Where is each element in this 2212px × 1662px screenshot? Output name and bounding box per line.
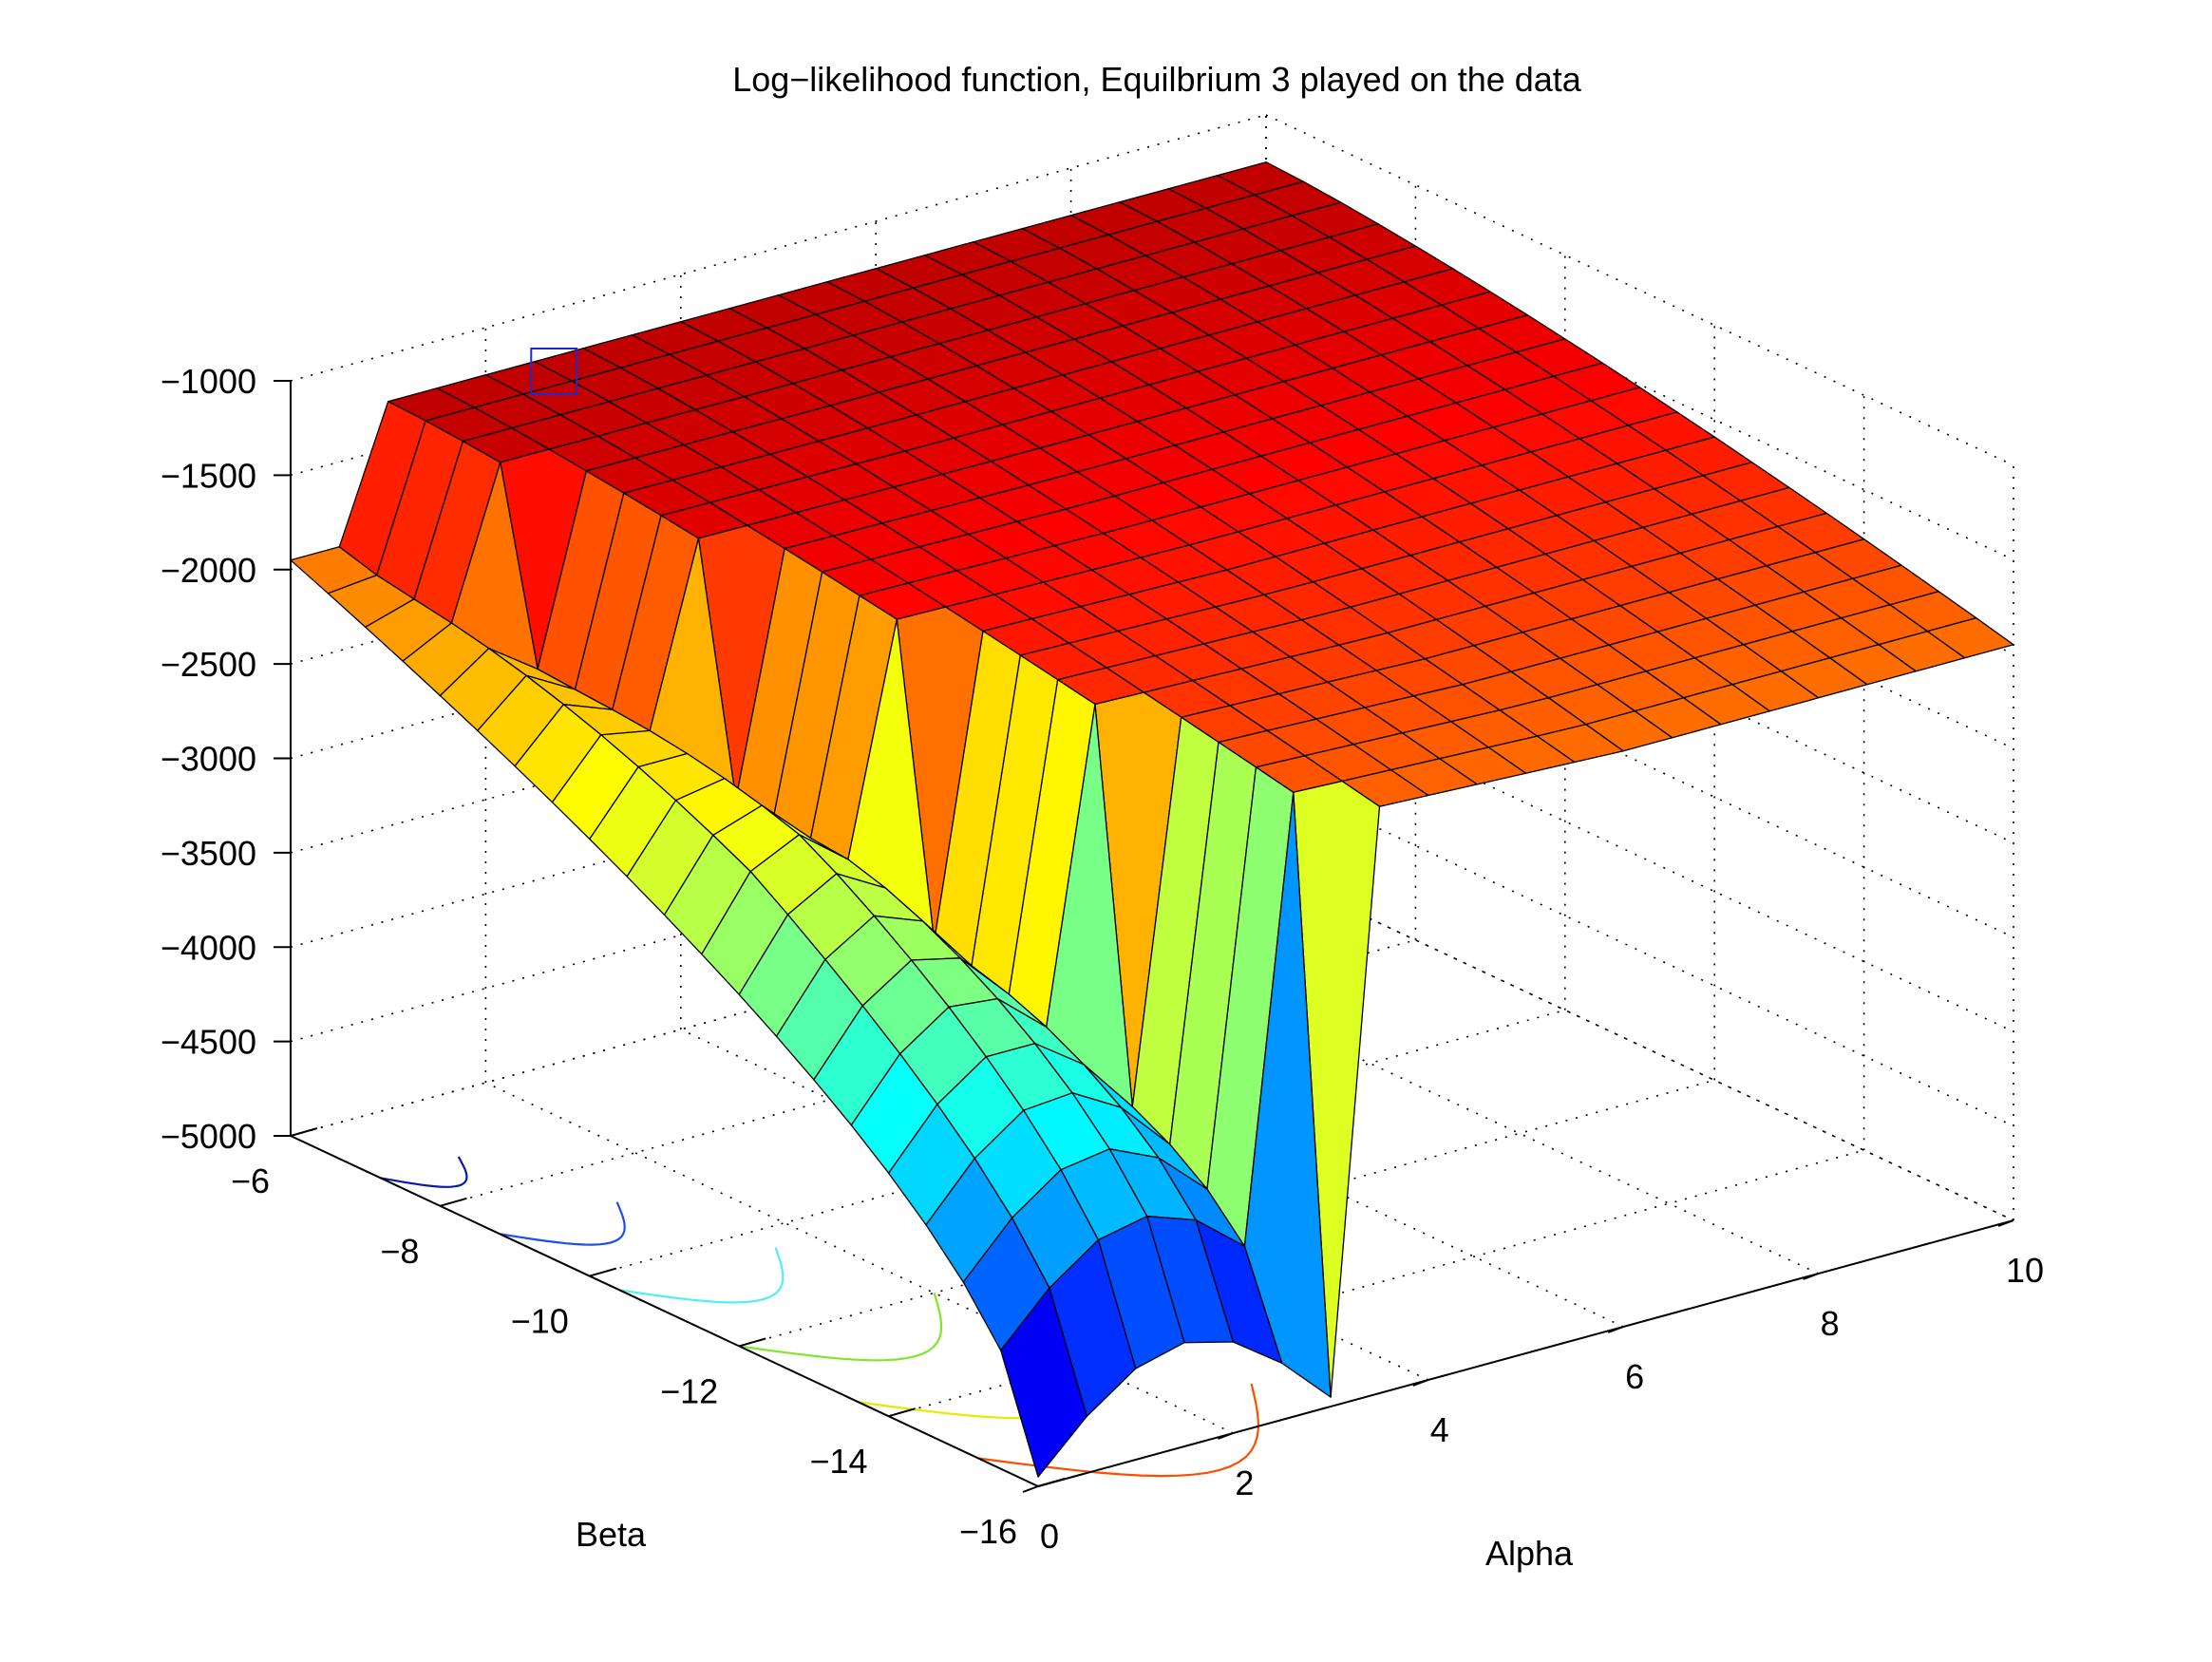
axes (274, 380, 2014, 1493)
grid-line (1265, 114, 2014, 466)
y-tick (888, 1407, 916, 1418)
grid-line (738, 1079, 1715, 1348)
maximum-marker (530, 347, 578, 395)
grid-line (290, 586, 1267, 854)
x-axis-label: Alpha (1485, 1534, 1574, 1573)
x-tick-label: 2 (1235, 1464, 1254, 1502)
x-tick (1412, 1379, 1429, 1387)
contour-line (619, 1247, 785, 1304)
grid-line (290, 114, 1267, 382)
z-tick-label: −1000 (161, 362, 256, 401)
grid-line (1265, 869, 2014, 1221)
x-tick-label: 0 (1040, 1517, 1059, 1556)
x-tick-label: 8 (1821, 1304, 1840, 1343)
grid-line (290, 869, 1267, 1137)
y-tick-label: −14 (810, 1442, 868, 1481)
z-tick-label: −3500 (161, 834, 256, 873)
z-tick-label: −5000 (161, 1117, 256, 1156)
maximum-marker-layer (530, 347, 578, 395)
y-tick (738, 1337, 766, 1348)
grid-line (290, 491, 1267, 760)
grid-line (1265, 869, 2014, 1221)
contour-line (500, 1201, 626, 1246)
z-tick-label: −3000 (161, 740, 256, 779)
z-tick-label: −1500 (161, 456, 256, 495)
x-tick (1607, 1326, 1624, 1333)
y-tick (290, 1127, 318, 1137)
y-axis-label: Beta (576, 1515, 647, 1554)
x-tick-label: 4 (1430, 1410, 1449, 1449)
contour-line (380, 1156, 468, 1188)
x-axis-line (1037, 1219, 2014, 1487)
surface-cell-0-0 (1000, 1287, 1087, 1478)
contour-line (977, 1383, 1259, 1478)
z-tick-label: −2000 (161, 551, 256, 590)
y-tick-label: −16 (959, 1512, 1017, 1551)
z-tick-label: −2500 (161, 645, 256, 684)
grid-line (440, 939, 1416, 1207)
grid-line (1265, 774, 2014, 1127)
grid-line (290, 680, 1267, 949)
x-tick (1997, 1219, 2014, 1227)
y-tick-label: −12 (660, 1371, 718, 1410)
contour-line (739, 1293, 943, 1362)
x-tick (1022, 1485, 1039, 1493)
x-tick (1218, 1432, 1234, 1440)
grid-line (1070, 922, 1819, 1275)
y-tick-label: −6 (231, 1162, 270, 1200)
grid-line (589, 1009, 1566, 1277)
tick-labels: 0 2 4 6 8 10 −6 −8 −10 −12 −14 −16 −1000 −1500 −2000 −2… (161, 362, 2044, 1556)
surface-mesh (290, 161, 2014, 1478)
x-tick-label: 6 (1625, 1357, 1644, 1396)
grid-line (875, 975, 1624, 1328)
z-tick-label: −4000 (161, 928, 256, 967)
y-tick (1037, 1478, 1066, 1487)
y-tick-label: −8 (380, 1232, 419, 1271)
y-tick (440, 1197, 467, 1207)
y-tick-label: −10 (511, 1302, 569, 1341)
y-axis-line (290, 1135, 1039, 1487)
x-tick-label: 10 (2006, 1251, 2044, 1290)
grid-line (290, 774, 1267, 1043)
x-tick (1803, 1273, 1819, 1280)
z-tick-label: −4500 (161, 1023, 256, 1062)
y-tick (589, 1267, 617, 1277)
chart-title: Log−likelihood function, Equilbrium 3 pl… (732, 60, 1582, 99)
